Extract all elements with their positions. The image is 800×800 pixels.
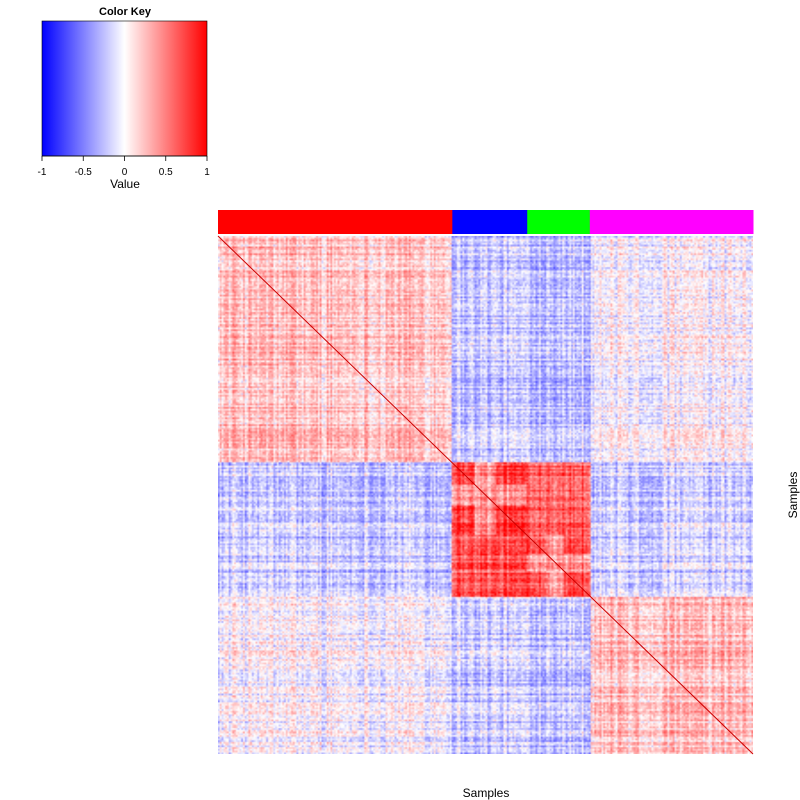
color-key-tick-label: 0.5 [159, 167, 173, 178]
color-key-ticks: -1 -0.5 0 0.5 1 [38, 156, 210, 178]
sidebar-group-blue [452, 210, 528, 234]
color-key-tick-label: -1 [38, 167, 47, 178]
color-key-gradient [41, 20, 208, 157]
sidebar-group-green [527, 210, 591, 234]
color-key-value-label: Value [110, 177, 140, 191]
heatmap-matrix [217, 235, 754, 755]
sidebar-group-red [218, 210, 453, 234]
sidebar-group-magenta [589, 210, 754, 234]
group-color-bar [218, 210, 754, 234]
color-key: Color Key -1 -0.5 0 0.5 1 Value [38, 6, 211, 191]
x-axis-title: Samples [463, 786, 510, 800]
color-key-tick-label: 0 [122, 167, 128, 178]
y-axis-title: Samples [786, 472, 800, 519]
diagonal-line [217, 235, 754, 755]
color-key-tick-label: 1 [204, 167, 210, 178]
color-key-title: Color Key [99, 6, 152, 18]
color-key-tick-label: -0.5 [75, 167, 93, 178]
